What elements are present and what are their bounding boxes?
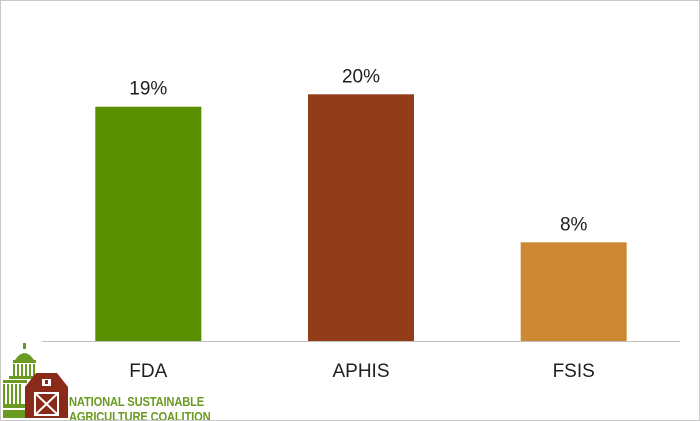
x-tick-label-aphis: APHIS — [332, 361, 389, 382]
logo-wordmark: NATIONAL SUSTAINABLE AGRICULTURE COALITI… — [69, 394, 211, 421]
data-label-fda: 19% — [129, 79, 167, 100]
data-label-aphis: 20% — [342, 66, 380, 87]
bar-fda — [95, 106, 202, 341]
bar-aphis — [308, 94, 414, 341]
barn-capitol-icon — [3, 343, 68, 418]
bar-fsis — [520, 242, 627, 341]
x-tick-label-fda: FDA — [129, 361, 167, 382]
data-label-fsis: 8% — [560, 214, 588, 235]
logo-line-2: AGRICULTURE COALITION — [69, 409, 211, 421]
logo-line-1: NATIONAL SUSTAINABLE — [69, 394, 205, 409]
nsac-logo: NATIONAL SUSTAINABLE AGRICULTURE COALITI… — [3, 340, 213, 420]
x-tick-label-fsis: FSIS — [553, 361, 595, 382]
